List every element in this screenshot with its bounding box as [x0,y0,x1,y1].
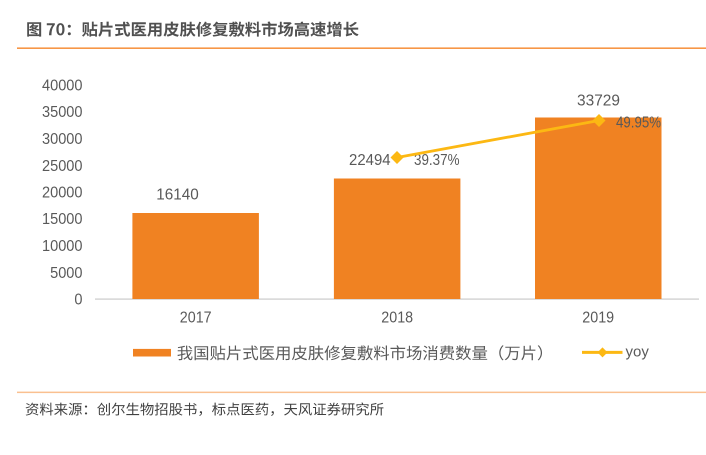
svg-text:39.37%: 39.37% [414,152,460,169]
svg-text:15000: 15000 [42,211,83,228]
svg-text:40000: 40000 [42,78,83,95]
svg-text:16140: 16140 [156,186,199,203]
svg-text:25000: 25000 [42,158,83,175]
svg-text:5000: 5000 [50,265,82,282]
svg-text:2018: 2018 [381,309,413,326]
svg-text:30000: 30000 [42,131,83,148]
svg-text:33729: 33729 [577,92,620,109]
svg-text:yoy: yoy [626,344,650,361]
svg-text:10000: 10000 [42,238,83,255]
svg-text:22494: 22494 [349,152,391,169]
svg-text:20000: 20000 [42,185,83,202]
svg-text:2017: 2017 [180,309,212,326]
svg-text:2019: 2019 [582,309,614,326]
svg-text:49.95%: 49.95% [616,114,661,131]
svg-text:35000: 35000 [42,104,83,121]
svg-text:0: 0 [74,292,82,309]
